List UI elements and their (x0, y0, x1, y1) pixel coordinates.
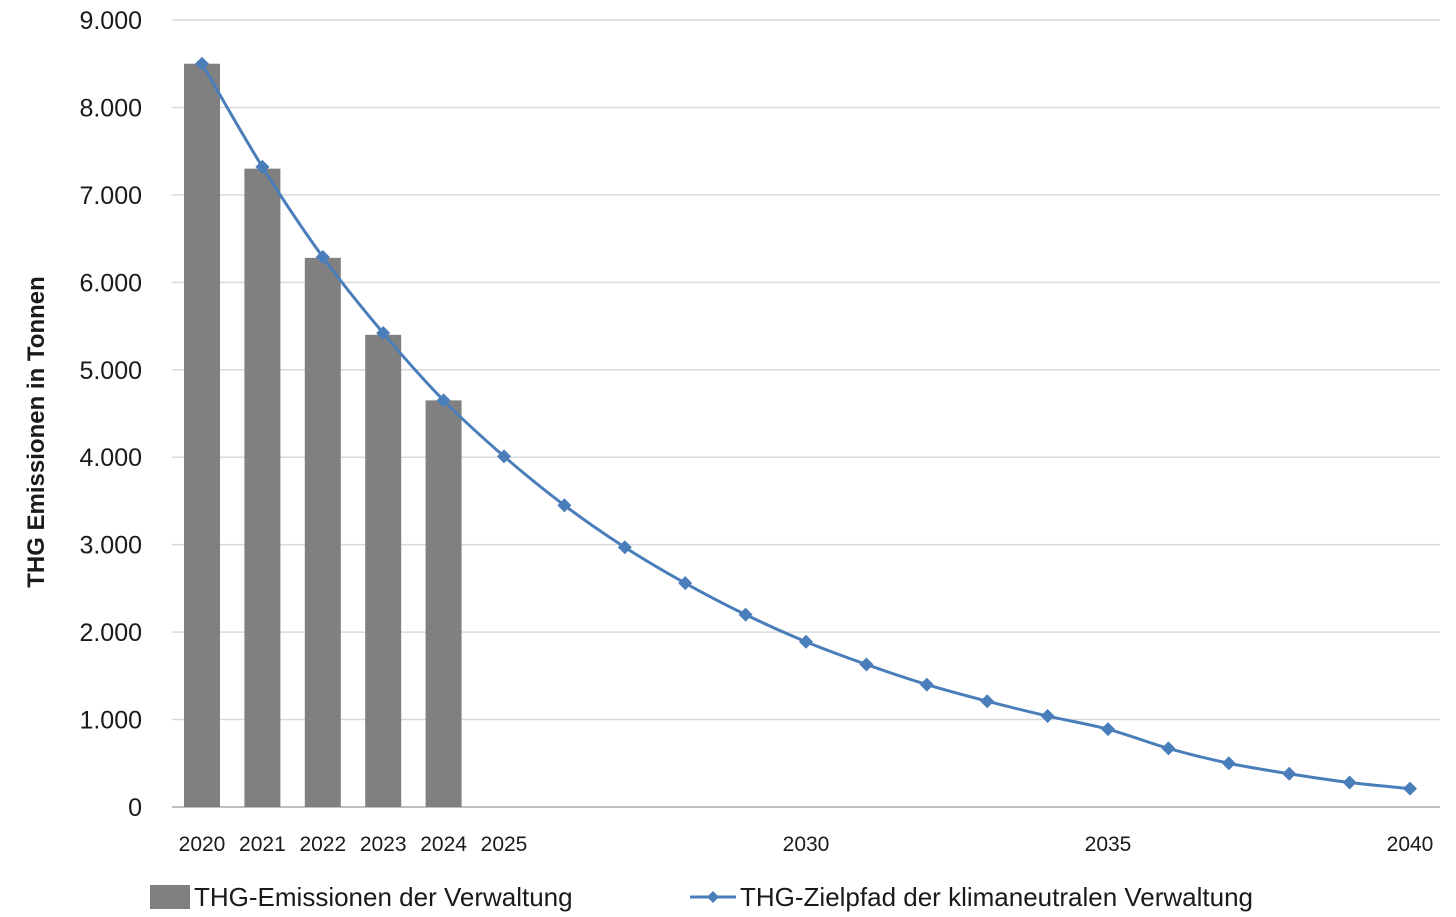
bar-series (184, 63, 462, 808)
line-point (557, 498, 572, 513)
y-axis-title: THG Emissionen in Tonnen (23, 276, 50, 588)
line-point (315, 249, 330, 264)
line-point (376, 326, 391, 341)
line-point (1101, 722, 1115, 737)
x-tick-label: 2030 (783, 833, 830, 856)
legend-line-label: THG-Zielpfad der klimaneutralen Verwaltu… (740, 882, 1253, 912)
line-point (980, 694, 995, 709)
line-point (1040, 709, 1055, 724)
bar (425, 400, 462, 807)
line-point (919, 677, 934, 692)
line-point (255, 159, 270, 174)
y-axis-ticks: 0 1.000 2.000 3.000 4.000 5.000 6.000 7.000 8.00… (79, 7, 142, 822)
x-tick-label: 2024 (420, 833, 467, 856)
x-tick-label: 2025 (481, 833, 528, 856)
line-point (1403, 781, 1417, 796)
x-tick-label: 2022 (299, 833, 346, 856)
x-tick-label: 2021 (239, 833, 286, 856)
y-tick-label: 2.000 (79, 619, 142, 647)
bar (244, 168, 281, 808)
legend-line-marker (707, 891, 719, 903)
y-tick-label: 3.000 (79, 532, 142, 560)
y-tick-label: 6.000 (79, 269, 142, 297)
bar (184, 63, 220, 807)
bar (365, 334, 402, 807)
legend-bar-swatch (150, 885, 190, 909)
line-point (678, 576, 693, 591)
line-point (195, 56, 209, 71)
y-tick-label: 0 (128, 794, 142, 822)
series-line (200, 62, 1411, 791)
line-point (859, 657, 874, 672)
line-point (617, 540, 632, 555)
legend-bar-label: THG-Emissionen der Verwaltung (194, 882, 573, 912)
line-point (799, 634, 813, 649)
y-tick-label: 7.000 (79, 182, 142, 210)
gridlines (172, 19, 1440, 808)
line-point (738, 607, 753, 622)
line-series (195, 56, 1417, 796)
line-point (436, 393, 451, 408)
line-point (1221, 756, 1236, 771)
line-point (1342, 775, 1357, 790)
x-axis-ticks: 2020 2021 2022 2023 2024 2025 2030 2035 2040 (179, 833, 1434, 856)
y-tick-label: 8.000 (79, 94, 142, 122)
line-point (1282, 766, 1297, 781)
y-tick-label: 4.000 (79, 444, 142, 472)
x-tick-label: 2023 (360, 833, 407, 856)
x-tick-label: 2040 (1387, 833, 1434, 856)
line-point (1161, 741, 1176, 756)
x-tick-label: 2035 (1085, 833, 1132, 856)
legend: THG-Emissionen der Verwaltung THG-Zielpf… (150, 882, 1253, 912)
x-tick-label: 2020 (179, 833, 226, 856)
bar (304, 257, 341, 807)
y-tick-label: 9.000 (79, 7, 142, 35)
y-tick-label: 1.000 (79, 707, 142, 735)
y-tick-label: 5.000 (79, 357, 142, 385)
line-point (497, 449, 511, 464)
